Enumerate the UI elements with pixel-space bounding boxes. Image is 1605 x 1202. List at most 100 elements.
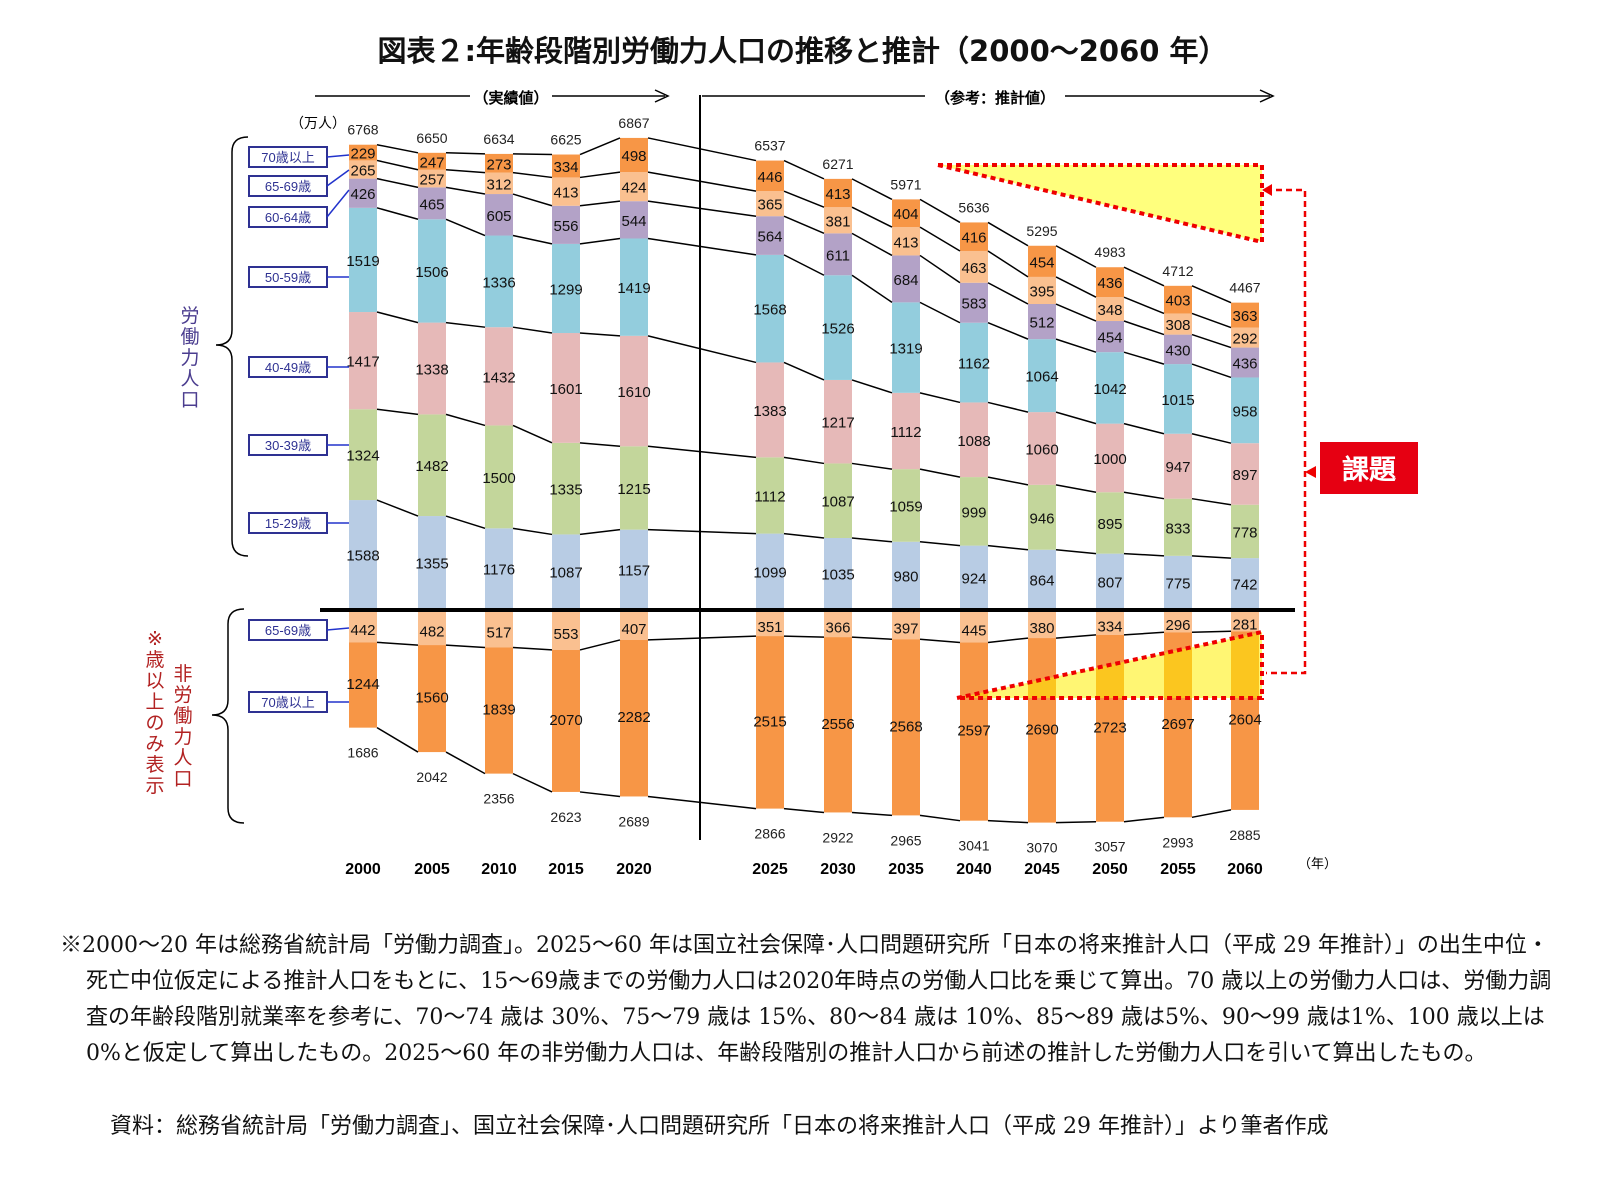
issue-bracket [1266, 188, 1307, 675]
bar-segment [756, 254, 784, 363]
nonlabor-note: 歳 [145, 649, 164, 671]
arrow-head-icon [1262, 184, 1272, 196]
bar-segment [418, 219, 446, 323]
data-label: 1610 [617, 384, 650, 401]
bar-segment [1028, 612, 1056, 639]
total-label: 5971 [890, 176, 921, 192]
data-label: 2282 [617, 709, 650, 726]
data-label: 999 [961, 504, 986, 521]
connector-line [1123, 631, 1165, 636]
total-label: 5295 [1026, 223, 1057, 239]
bar-segment [824, 379, 852, 464]
connector-line [851, 232, 893, 257]
footnote-text: ※2000〜20 年は総務省統計局「労働力調査」。2025〜60 年は国立社会保… [60, 933, 1552, 1066]
connector-line [1191, 363, 1232, 379]
legend-label: 15-29歳 [265, 516, 311, 531]
connector-line [512, 171, 553, 179]
bar-segment [418, 322, 446, 415]
nonlabor-note: 表 [145, 754, 164, 776]
bar-segment [418, 187, 446, 220]
connector-line [445, 515, 486, 530]
x-tick-label: 2040 [956, 861, 992, 878]
legend-label: 60-64歳 [265, 210, 311, 225]
connector-line [1055, 245, 1097, 268]
data-label: 1482 [415, 458, 448, 475]
data-label: 980 [893, 568, 918, 585]
total-label: 4467 [1229, 280, 1260, 296]
data-label: 946 [1029, 510, 1054, 527]
bar-segment [960, 282, 988, 323]
x-tick-label: 2010 [481, 861, 517, 878]
nonlabor-note: ※ [147, 629, 163, 650]
bar-segment [1028, 276, 1056, 305]
data-label: 2604 [1228, 712, 1261, 729]
data-label: 454 [1029, 254, 1054, 271]
bar-segment [485, 528, 513, 609]
data-label: 1560 [415, 690, 448, 707]
data-label: 1064 [1025, 369, 1058, 386]
bar-segment [1028, 638, 1056, 823]
connector-line [445, 321, 486, 328]
data-label: 413 [893, 234, 918, 251]
label-bg [925, 86, 1065, 106]
connector-line [1055, 484, 1097, 493]
connector-line [1123, 320, 1165, 336]
bar-segment [1096, 612, 1124, 635]
data-label: 404 [893, 206, 918, 223]
data-label: 1042 [1093, 381, 1126, 398]
connector-line [647, 635, 757, 641]
connector-line [919, 301, 961, 324]
total-label: 6271 [822, 156, 853, 172]
bar-segment [756, 533, 784, 609]
bar-segment [756, 191, 784, 217]
legend-leader [326, 189, 350, 218]
data-label: 247 [419, 154, 444, 171]
connector-line [987, 637, 1029, 644]
data-label: 742 [1232, 577, 1257, 594]
bar-segment [892, 612, 920, 640]
data-label: 381 [825, 213, 850, 230]
bar-segment [1164, 612, 1192, 633]
bar-segment [1096, 492, 1124, 554]
bar-segment [892, 199, 920, 228]
data-label: 947 [1165, 459, 1190, 476]
data-label: 413 [825, 186, 850, 203]
legend-leader [326, 154, 350, 158]
group-label-nonlabor: 労 [173, 684, 192, 706]
data-label: 1176 [483, 562, 515, 579]
bar-segment [1096, 553, 1124, 609]
x-tick-label: 2000 [345, 861, 381, 878]
brace-nonlabor [211, 608, 245, 824]
issue-triangle-bottom [956, 629, 1264, 700]
bar-segment [756, 457, 784, 534]
bar-segment [1164, 364, 1192, 434]
data-label: 1506 [415, 264, 448, 281]
group-label-nonlabor: 働 [173, 705, 192, 727]
data-label: 1383 [753, 403, 786, 420]
data-label: 583 [961, 296, 986, 313]
bar-segment [824, 207, 852, 234]
connector-line [376, 207, 419, 221]
bar-segment [824, 275, 852, 380]
data-label: 1588 [346, 548, 379, 565]
bar-segment [1096, 352, 1124, 424]
data-label: 498 [621, 148, 646, 165]
bar-segment [824, 463, 852, 538]
connector-line [647, 137, 757, 162]
connector-line [1191, 285, 1232, 304]
data-label: 407 [621, 621, 646, 638]
data-label: 436 [1232, 356, 1257, 373]
connector-line [783, 361, 825, 381]
total-label: 2042 [416, 769, 447, 785]
connector-line [851, 178, 893, 201]
connector-line [1191, 630, 1232, 634]
data-label: 1601 [549, 381, 582, 398]
data-label: 1319 [889, 341, 922, 358]
data-label: 2556 [821, 716, 854, 733]
connector-line [851, 274, 893, 303]
connector-line [1123, 422, 1165, 435]
connector-line [376, 727, 419, 753]
connector-line [987, 819, 1029, 824]
connector-line [1055, 338, 1097, 353]
data-label: 1060 [1025, 441, 1058, 458]
